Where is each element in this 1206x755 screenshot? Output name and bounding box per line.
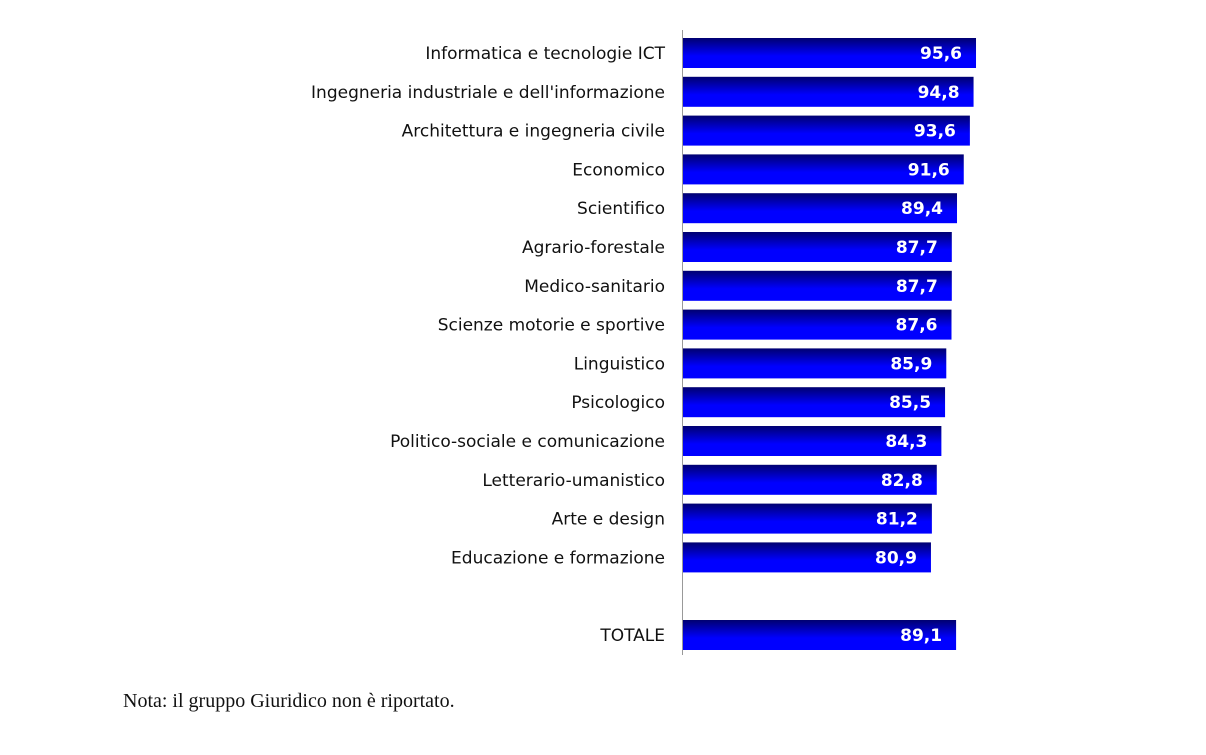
data-label: 85,9 xyxy=(890,354,932,374)
bar xyxy=(683,464,937,495)
category-label: Educazione e formazione xyxy=(451,548,665,568)
bar xyxy=(683,115,970,146)
category-label: Psicologico xyxy=(571,393,665,413)
category-label: Letterario-umanistico xyxy=(482,471,665,491)
data-label: 89,4 xyxy=(901,199,943,219)
footnote: Nota: il gruppo Giuridico non è riportat… xyxy=(123,690,455,712)
bar-total xyxy=(683,620,957,650)
category-label: Medico-sanitario xyxy=(524,277,665,297)
category-label: Economico xyxy=(572,160,665,180)
bar xyxy=(683,309,952,340)
data-label: 95,6 xyxy=(920,44,962,64)
category-label: Agrario-forestale xyxy=(522,238,665,258)
category-label: Architettura e ingegneria civile xyxy=(402,122,665,142)
data-label: 82,8 xyxy=(881,471,923,491)
category-label: Linguistico xyxy=(574,354,665,374)
bar xyxy=(683,503,932,534)
bar xyxy=(683,76,974,107)
category-label: Scientifico xyxy=(577,199,665,219)
category-label: Politico-sociale e comunicazione xyxy=(390,432,665,452)
bar xyxy=(683,38,977,68)
data-label: 84,3 xyxy=(885,432,927,452)
bar xyxy=(683,270,952,301)
data-label: 89,1 xyxy=(900,626,942,646)
data-label: 93,6 xyxy=(914,122,956,142)
data-label: 87,7 xyxy=(896,238,938,258)
category-label: Informatica e tecnologie ICT xyxy=(425,44,665,64)
bar xyxy=(683,193,958,224)
data-label: 81,2 xyxy=(876,510,918,530)
bar xyxy=(683,542,931,573)
data-label: 87,7 xyxy=(896,277,938,297)
category-label: Arte e design xyxy=(552,510,665,530)
data-label: 91,6 xyxy=(908,160,950,180)
bar xyxy=(683,426,942,456)
bar-chart: Informatica e tecnologie ICT 95,6 Ingegner… xyxy=(311,30,977,655)
data-label: 85,5 xyxy=(889,393,931,413)
category-label: TOTALE xyxy=(599,626,665,646)
category-label: Scienze motorie e sportive xyxy=(438,316,665,336)
bar xyxy=(683,387,946,418)
bar xyxy=(683,232,952,262)
bar xyxy=(683,154,964,185)
data-label: 87,6 xyxy=(896,316,938,336)
data-label: 80,9 xyxy=(875,548,917,568)
bar xyxy=(683,348,947,379)
data-label: 94,8 xyxy=(918,83,960,103)
category-label: Ingegneria industriale e dell'informazio… xyxy=(311,83,665,103)
